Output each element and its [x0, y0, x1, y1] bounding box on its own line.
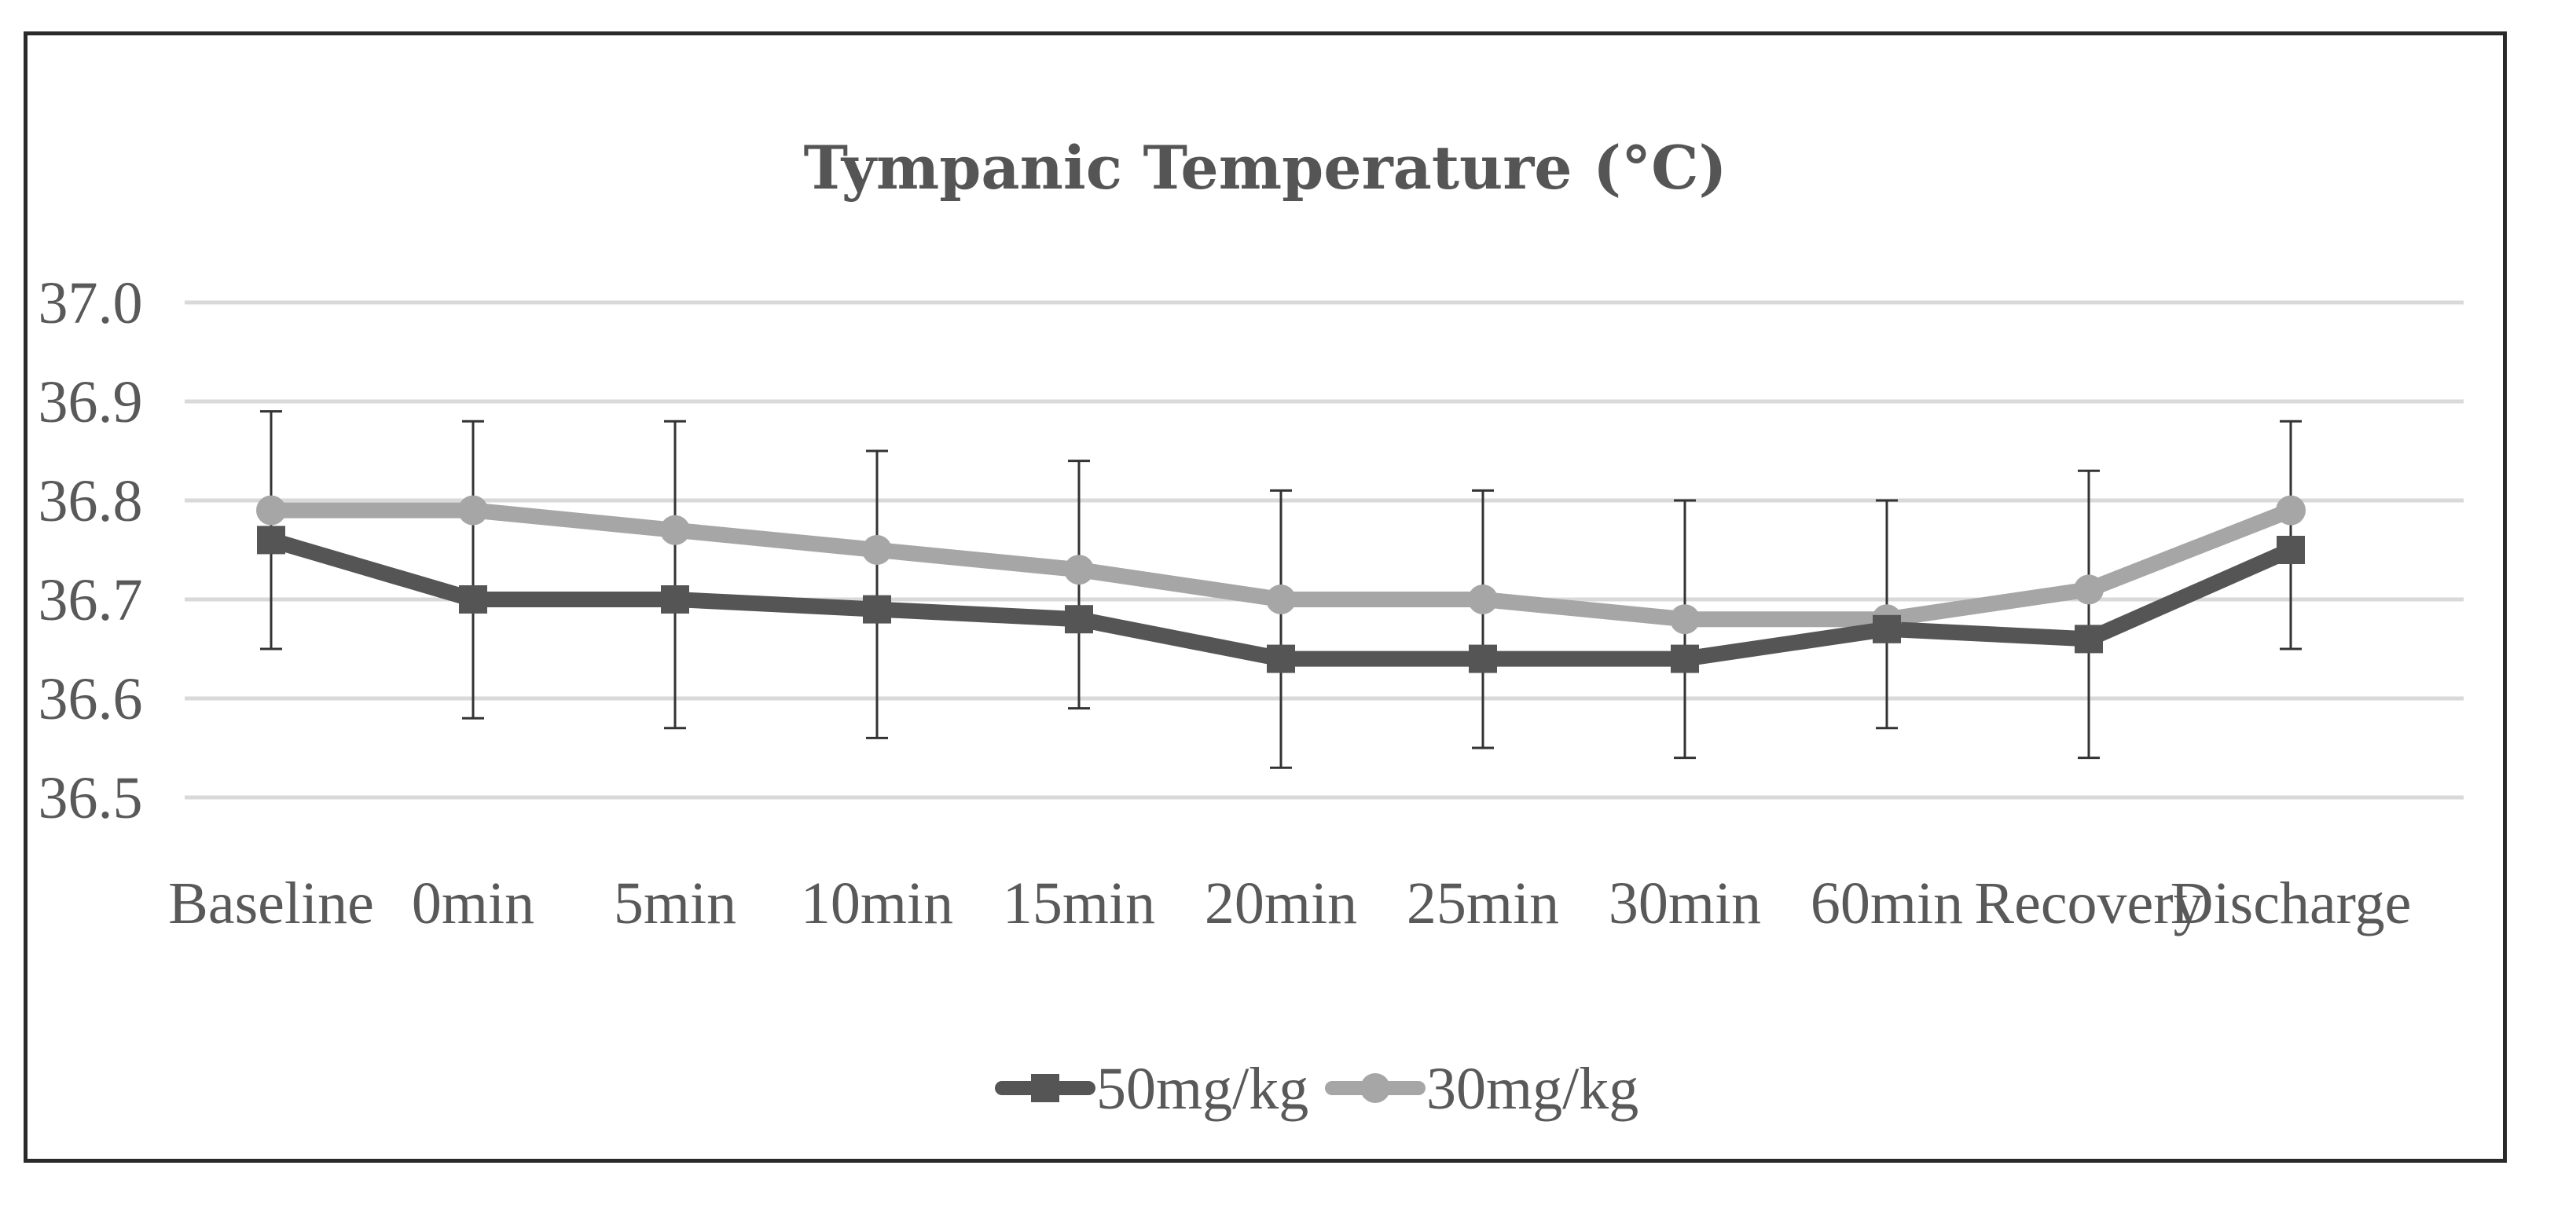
y-tick-label: 37.0	[39, 270, 143, 336]
line-chart: Tympanic Temperature (°C) 36.536.636.736…	[39, 133, 2464, 1122]
y-axis: 36.5 36.6 36.7 36.8 36.9 37.0	[39, 270, 143, 831]
x-tick-label: 5min	[614, 870, 736, 936]
marker-30mg	[660, 515, 690, 545]
y-tick-label: 36.7	[39, 567, 143, 633]
x-tick-label: 10min	[801, 870, 953, 936]
marker-50mg	[1671, 644, 1699, 673]
marker-30mg	[862, 535, 892, 565]
legend-entry-50mg: 50mg/kg	[995, 1056, 1308, 1122]
error-bar	[462, 420, 484, 720]
y-tick-label: 36.9	[39, 369, 143, 435]
x-tick-label: Recovery	[1974, 870, 2203, 936]
series-markers	[256, 495, 2306, 673]
marker-50mg	[459, 585, 487, 614]
marker-50mg	[1065, 605, 1093, 634]
error-bar	[1270, 489, 1292, 769]
legend-marker	[1360, 1073, 1390, 1103]
chart-frame: Tympanic Temperature (°C) 36.5 36.6 36.7 36…	[24, 31, 2507, 1163]
x-tick-label: 0min	[412, 870, 534, 936]
y-tick-label: 36.8	[39, 468, 143, 534]
legend-label: 50mg/kg	[1096, 1056, 1308, 1122]
marker-50mg	[2075, 625, 2103, 654]
error-bar	[1472, 489, 1494, 749]
legend-label: 30mg/kg	[1426, 1056, 1638, 1122]
marker-30mg	[1670, 604, 1700, 635]
marker-50mg	[257, 526, 285, 555]
marker-30mg	[256, 495, 286, 526]
marker-30mg	[1064, 555, 1094, 585]
error-bar	[2280, 420, 2302, 650]
legend: 50mg/kg 30mg/kg	[995, 1056, 1638, 1122]
marker-30mg	[1468, 585, 1498, 614]
x-tick-label: 30min	[1609, 870, 1761, 936]
legend-marker	[1031, 1074, 1059, 1102]
marker-50mg	[661, 585, 689, 614]
marker-30mg	[1266, 585, 1296, 614]
x-tick-label: Baseline	[168, 870, 374, 936]
chart-title: Tympanic Temperature (°C)	[803, 133, 1727, 203]
marker-50mg	[1873, 614, 1901, 643]
marker-50mg	[863, 595, 891, 624]
error-bar	[866, 449, 888, 739]
x-axis: Baseline 0min 5min 10min 15min 20min 25min 30mi…	[168, 870, 2411, 936]
marker-30mg	[458, 495, 488, 526]
marker-50mg	[1267, 644, 1295, 673]
x-tick-label: 15min	[1003, 870, 1155, 936]
legend-entry-30mg: 30mg/kg	[1325, 1056, 1638, 1122]
marker-50mg	[2277, 536, 2305, 564]
marker-30mg	[2074, 574, 2104, 605]
y-tick-label: 36.5	[39, 765, 143, 831]
x-tick-label: Discharge	[2171, 870, 2412, 936]
error-bar	[2078, 469, 2100, 760]
x-tick-label: 20min	[1205, 870, 1357, 936]
x-tick-label: 60min	[1811, 870, 1963, 936]
marker-30mg	[2276, 495, 2306, 526]
gridlines	[185, 300, 2464, 800]
error-bar	[664, 420, 686, 730]
x-tick-label: 25min	[1407, 870, 1559, 936]
y-tick-label: 36.6	[39, 666, 143, 732]
marker-50mg	[1469, 644, 1497, 673]
